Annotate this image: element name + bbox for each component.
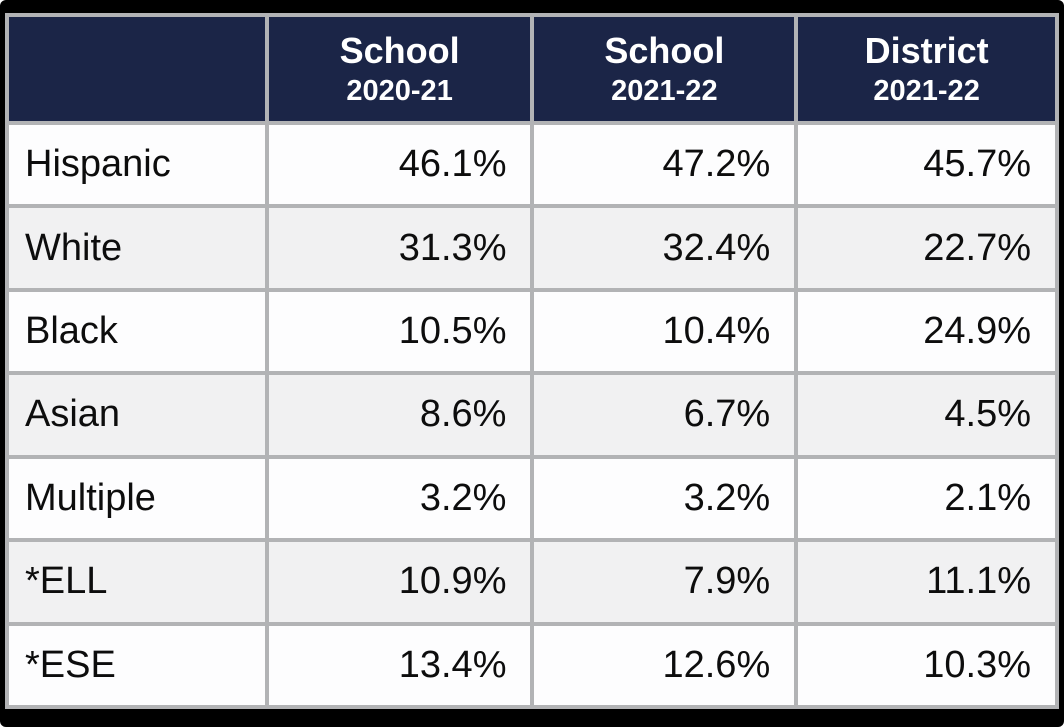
value-cell: 12.6%	[534, 625, 795, 705]
table-row-white: White 31.3% 32.4% 22.7%	[9, 208, 1055, 288]
value-cell: 10.5%	[268, 291, 531, 372]
table-row-asian: Asian 8.6% 6.7% 4.5%	[9, 375, 1055, 455]
row-label: Black	[9, 291, 265, 372]
row-label: Hispanic	[9, 125, 265, 205]
header-cell-school-2021-22: School 2021-22	[534, 17, 795, 121]
demographics-table: School 2020-21 School 2021-22 District 2…	[5, 13, 1059, 709]
value-cell: 4.5%	[798, 375, 1055, 455]
table-row-ell: *ELL 10.9% 7.9% 11.1%	[9, 542, 1055, 622]
value-cell: 47.2%	[534, 125, 795, 205]
value-cell: 10.3%	[798, 625, 1055, 705]
header-title: District	[864, 30, 989, 71]
header-year: 2021-22	[611, 75, 718, 107]
header-year: 2021-22	[873, 75, 980, 107]
table-row-ese: *ESE 13.4% 12.6% 10.3%	[9, 625, 1055, 705]
row-label: *ESE	[9, 625, 265, 705]
value-cell: 46.1%	[268, 125, 531, 205]
table-row-hispanic: Hispanic 46.1% 47.2% 45.7%	[9, 125, 1055, 205]
value-cell: 3.2%	[268, 458, 531, 539]
value-cell: 10.9%	[268, 542, 531, 622]
header-row: School 2020-21 School 2021-22 District 2…	[9, 17, 1055, 121]
table-row-multiple: Multiple 3.2% 3.2% 2.1%	[9, 458, 1055, 539]
table-row-black: Black 10.5% 10.4% 24.9%	[9, 291, 1055, 372]
value-cell: 8.6%	[268, 375, 531, 455]
header-title: School	[339, 30, 460, 71]
header-cell-school-2020-21: School 2020-21	[268, 17, 531, 121]
value-cell: 13.4%	[268, 625, 531, 705]
value-cell: 11.1%	[798, 542, 1055, 622]
value-cell: 22.7%	[798, 208, 1055, 288]
row-label: White	[9, 208, 265, 288]
value-cell: 32.4%	[534, 208, 795, 288]
row-label: Asian	[9, 375, 265, 455]
header-cell-district-2021-22: District 2021-22	[798, 17, 1055, 121]
value-cell: 45.7%	[798, 125, 1055, 205]
value-cell: 2.1%	[798, 458, 1055, 539]
value-cell: 7.9%	[534, 542, 795, 622]
value-cell: 10.4%	[534, 291, 795, 372]
header-corner-cell	[9, 17, 265, 121]
row-label: Multiple	[9, 458, 265, 539]
header-year: 2020-21	[346, 75, 453, 107]
value-cell: 24.9%	[798, 291, 1055, 372]
header-title: School	[604, 30, 725, 71]
row-label: *ELL	[9, 542, 265, 622]
value-cell: 6.7%	[534, 375, 795, 455]
value-cell: 3.2%	[534, 458, 795, 539]
value-cell: 31.3%	[268, 208, 531, 288]
